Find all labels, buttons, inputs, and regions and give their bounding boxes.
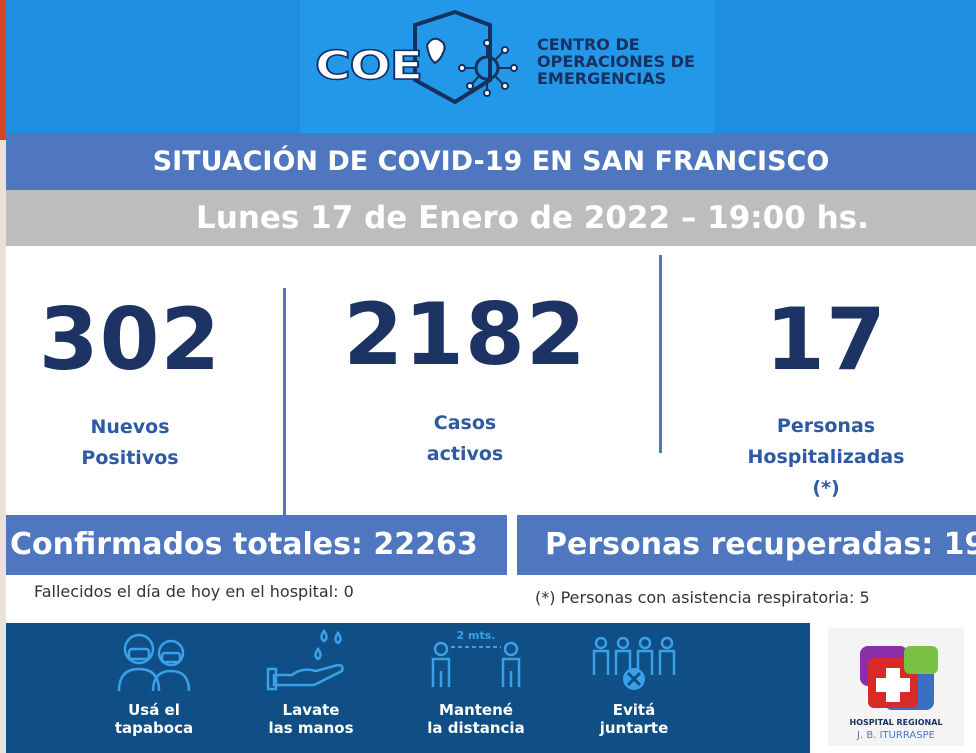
distance-icon: 2 mts. [431, 629, 521, 687]
no-gathering-icon [592, 636, 676, 690]
coe-hexagon-icon [413, 10, 518, 105]
tip-label-line: Evitá [612, 701, 656, 719]
tip-label-line: Mantené [439, 701, 513, 719]
hospital-name: HOSPITAL REGIONAL [849, 718, 943, 727]
tip-distance: 2 mts. Mantené la distancia [416, 625, 536, 737]
hospitalized-count: 17 [765, 290, 887, 390]
label-line: Hospitalizadas [747, 446, 905, 468]
org-name-line: CENTRO DE [537, 35, 640, 54]
tip-label-line: la distancia [427, 719, 525, 737]
left-edge-accent [0, 0, 6, 140]
respiratory-note: (*) Personas con asistencia respiratoria… [535, 588, 870, 607]
label-line: (*) [812, 477, 840, 499]
active-cases-label: Casos activos [365, 408, 565, 470]
recovered-totals: Personas recuperadas: 19966 [517, 515, 976, 575]
hospital-cross-icon [860, 646, 938, 710]
label-line: activos [426, 443, 504, 465]
confirmed-totals-text: Confirmados totales: 22263 [10, 527, 478, 562]
stat-divider [283, 288, 286, 516]
tip-label-line: Lavate [282, 701, 340, 719]
tip-label-line: las manos [268, 719, 354, 737]
label-line: Nuevos [90, 416, 170, 438]
label-line: Personas [776, 415, 876, 437]
tip-label-line: Usá el [128, 701, 180, 719]
org-name-line: OPERACIONES DE [537, 52, 695, 71]
hospital-subname: J. B. ITURRASPE [857, 730, 935, 741]
mask-people-icon [117, 633, 191, 692]
coe-logo-text: COE [314, 43, 424, 90]
org-name: CENTRO DE OPERACIONES DE EMERGENCIAS [537, 36, 695, 87]
report-date: Lunes 17 de Enero de 2022 – 19:00 hs. [196, 200, 869, 236]
label-line: Positivos [81, 447, 179, 469]
tip-no-gathering: Evitá juntarte [574, 625, 694, 737]
tip-label-line: tapaboca [114, 719, 194, 737]
org-name-line: EMERGENCIAS [537, 69, 667, 88]
wash-hands-icon [266, 628, 344, 691]
tip-wash-hands: Lavate las manos [251, 625, 371, 737]
tip-label-line: juntarte [599, 719, 669, 737]
tip-mask: Usá el tapaboca [94, 625, 214, 737]
recovered-totals-text: Personas recuperadas: 19966 [545, 527, 976, 562]
coe-logo-panel [300, 0, 715, 133]
stat-divider [659, 255, 662, 453]
date-bar: Lunes 17 de Enero de 2022 – 19:00 hs. [6, 190, 976, 246]
new-positives-count: 302 [38, 290, 222, 390]
hospital-logo [828, 628, 964, 746]
new-positives-label: Nuevos Positivos [20, 412, 240, 474]
page-title: SITUACIÓN DE COVID-19 EN SAN FRANCISCO [6, 133, 976, 190]
distance-text: 2 mts. [457, 629, 496, 642]
active-cases-count: 2182 [343, 285, 587, 385]
confirmed-totals: Confirmados totales: 22263 [6, 515, 507, 575]
label-line: Casos [433, 412, 497, 434]
prevention-band [6, 623, 810, 753]
left-edge [0, 0, 6, 753]
deaths-note: Fallecidos el día de hoy en el hospital:… [34, 582, 354, 601]
hospitalized-label: Personas Hospitalizadas (*) [716, 411, 936, 504]
